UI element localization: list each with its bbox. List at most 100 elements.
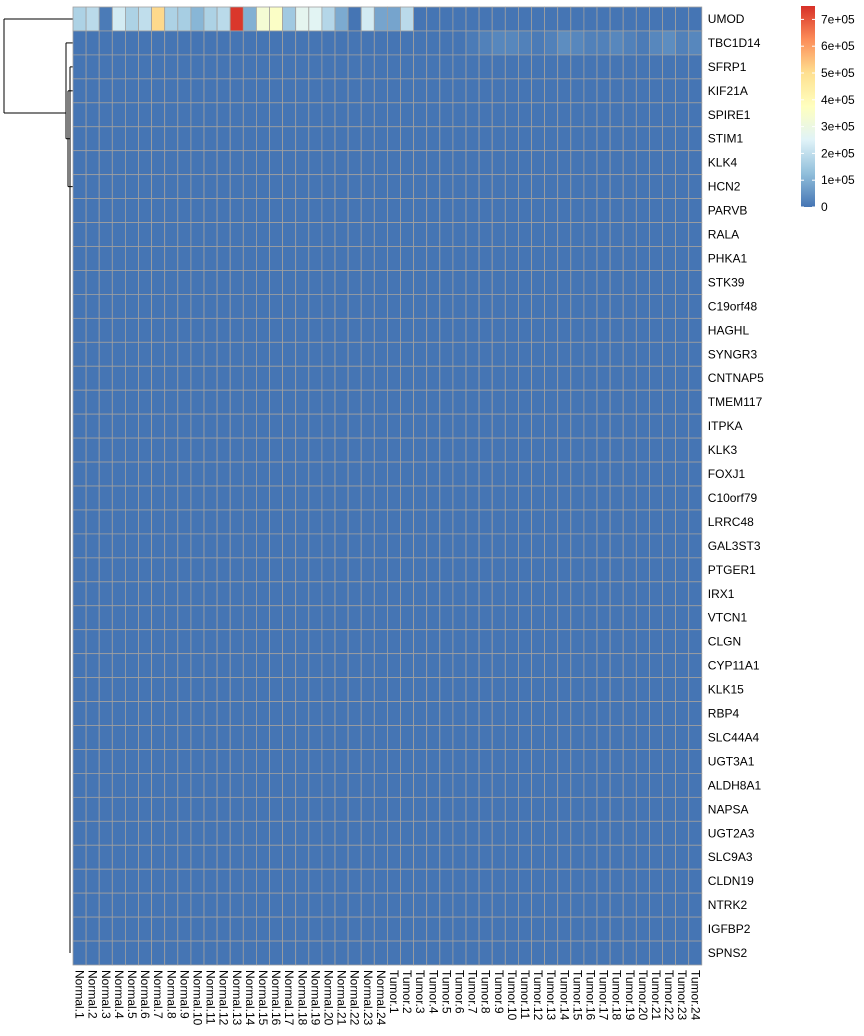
heatmap-cell-PARVB-Normal.16 xyxy=(269,198,284,223)
heatmap-cell-ALDH8A1-Normal.5 xyxy=(125,773,139,798)
heatmap-cell-SPIRE1-Tumor.23 xyxy=(675,102,690,128)
heatmap-cell-HCN2-Normal.12 xyxy=(216,174,231,199)
heatmap-cell-SYNGR3-Normal.2 xyxy=(85,341,100,367)
heatmap-cell-UMOD-Tumor.9 xyxy=(491,6,506,32)
column-label-Tumor.6: Tumor.6 xyxy=(452,970,466,1014)
heatmap-cell-SYNGR3-Normal.13 xyxy=(229,341,244,367)
row-label-PTGER1: PTGER1 xyxy=(708,563,756,577)
heatmap-cell-HCN2-Tumor.14 xyxy=(557,174,572,199)
heatmap-cell-GAL3ST3-Normal.17 xyxy=(282,533,297,559)
heatmap-cell-STK39-Normal.1 xyxy=(72,270,87,295)
heatmap-cell-IRX1-Tumor.17 xyxy=(596,581,611,607)
heatmap-cell-C10orf79-Tumor.11 xyxy=(518,485,532,511)
heatmap-cell-STIM1-Normal.9 xyxy=(177,126,192,152)
heatmap-cell-C19orf48-Tumor.1 xyxy=(386,293,401,319)
heatmap-cell-SPIRE1-Normal.24 xyxy=(373,102,388,128)
heatmap-cell-SYNGR3-Tumor.17 xyxy=(596,341,611,367)
heatmap-cell-LRRC48-Normal.2 xyxy=(85,509,100,535)
heatmap-cell-LRRC48-Normal.18 xyxy=(295,509,310,535)
heatmap-cell-UGT3A1-Tumor.2 xyxy=(400,749,415,774)
heatmap-cell-SFRP1-Normal.6 xyxy=(138,54,153,80)
heatmap-cell-ITPKA-Normal.9 xyxy=(177,413,192,439)
heatmap-cell-STIM1-Normal.7 xyxy=(151,126,166,152)
heatmap-cell-GAL3ST3-Normal.15 xyxy=(255,533,270,559)
column-label-Normal.10: Normal.10 xyxy=(190,970,204,1026)
heatmap-cell-SLC9A3-Normal.1 xyxy=(72,844,87,870)
heatmap-cell-UGT2A3-Normal.11 xyxy=(203,820,218,846)
heatmap-cell-CNTNAP5-Tumor.10 xyxy=(504,365,519,391)
heatmap-cell-ITPKA-Tumor.24 xyxy=(688,413,703,439)
heatmap-cell-IGFBP2-Tumor.4 xyxy=(426,916,441,942)
heatmap-cell-TMEM117-Normal.20 xyxy=(321,389,336,415)
heatmap-cell-SYNGR3-Tumor.2 xyxy=(400,341,415,367)
heatmap-cell-SLC9A3-Normal.24 xyxy=(373,844,388,870)
heatmap-cell-PTGER1-Tumor.9 xyxy=(491,557,506,583)
heatmap-cell-IRX1-Normal.3 xyxy=(98,581,113,607)
heatmap-cell-UGT3A1-Tumor.10 xyxy=(504,749,519,774)
heatmap-cell-C10orf79-Tumor.15 xyxy=(570,485,585,511)
heatmap-cell-KLK3-Tumor.3 xyxy=(413,437,428,463)
heatmap-cell-SYNGR3-Normal.14 xyxy=(242,341,257,367)
heatmap-cell-KIF21A-Tumor.14 xyxy=(557,78,572,104)
heatmap-cell-CLDN19-Tumor.17 xyxy=(596,868,611,894)
heatmap-cell-UGT2A3-Tumor.5 xyxy=(439,820,454,846)
heatmap-cell-SFRP1-Tumor.2 xyxy=(400,54,415,80)
heatmap-cell-FOXJ1-Normal.10 xyxy=(190,461,205,487)
heatmap-cell-TMEM117-Tumor.5 xyxy=(439,389,454,415)
heatmap-cell-SLC9A3-Tumor.12 xyxy=(531,844,546,870)
heatmap-cell-KLK3-Normal.18 xyxy=(295,437,310,463)
heatmap-cell-RBP4-Tumor.17 xyxy=(596,701,611,726)
heatmap-cell-LRRC48-Tumor.4 xyxy=(426,509,441,535)
heatmap-cell-STK39-Normal.21 xyxy=(334,270,349,295)
heatmap-cell-C19orf48-Normal.8 xyxy=(164,293,179,319)
heatmap-cell-FOXJ1-Tumor.9 xyxy=(491,461,506,487)
heatmap-cell-VTCN1-Tumor.2 xyxy=(400,605,415,631)
column-label-Tumor.4: Tumor.4 xyxy=(426,970,440,1014)
heatmap-cell-KLK4-Normal.15 xyxy=(255,150,270,176)
heatmap-cell-IGFBP2-Tumor.15 xyxy=(570,916,585,942)
heatmap-cell-C10orf79-Normal.23 xyxy=(360,485,375,511)
heatmap-cell-SPNS2-Tumor.10 xyxy=(504,940,519,966)
heatmap-cell-VTCN1-Normal.13 xyxy=(229,605,244,631)
heatmap-cell-STK39-Normal.20 xyxy=(321,270,336,295)
heatmap-cell-UMOD-Tumor.23 xyxy=(675,6,690,32)
heatmap-cell-SFRP1-Normal.5 xyxy=(125,54,139,80)
heatmap-cell-KLK3-Tumor.23 xyxy=(675,437,690,463)
heatmap-cell-ALDH8A1-Tumor.8 xyxy=(478,773,493,798)
heatmap-cell-IRX1-Normal.19 xyxy=(308,581,323,607)
heatmap-cell-CLDN19-Tumor.12 xyxy=(531,868,546,894)
heatmap-cell-TBC1D14-Tumor.11 xyxy=(518,30,532,56)
heatmap-cell-RBP4-Tumor.22 xyxy=(662,701,677,726)
heatmap-cell-HAGHL-Normal.11 xyxy=(203,317,218,343)
heatmap-cell-C19orf48-Tumor.19 xyxy=(622,293,637,319)
heatmap-cell-TBC1D14-Tumor.17 xyxy=(596,30,611,56)
row-label-UGT2A3: UGT2A3 xyxy=(708,826,755,840)
heatmap-cell-KLK15-Normal.1 xyxy=(72,677,87,702)
heatmap-cell-SLC9A3-Normal.11 xyxy=(203,844,218,870)
heatmap-cell-TMEM117-Tumor.8 xyxy=(478,389,493,415)
heatmap-cell-KLK3-Tumor.12 xyxy=(531,437,546,463)
heatmap-cell-ITPKA-Tumor.12 xyxy=(531,413,546,439)
heatmap-cell-PTGER1-Normal.14 xyxy=(242,557,257,583)
heatmap-cell-SYNGR3-Tumor.11 xyxy=(518,341,532,367)
heatmap-cell-SPNS2-Normal.23 xyxy=(360,940,375,966)
heatmap-cell-SPIRE1-Normal.9 xyxy=(177,102,192,128)
heatmap-cell-HCN2-Tumor.19 xyxy=(622,174,637,199)
heatmap-cell-VTCN1-Normal.1 xyxy=(72,605,87,631)
heatmap-cell-NTRK2-Normal.7 xyxy=(151,892,166,918)
heatmap-cell-C10orf79-Normal.21 xyxy=(334,485,349,511)
heatmap-cell-C19orf48-Tumor.4 xyxy=(426,293,441,319)
heatmap-cell-CNTNAP5-Tumor.12 xyxy=(531,365,546,391)
heatmap-cell-SLC9A3-Tumor.22 xyxy=(662,844,677,870)
heatmap-cell-KLK4-Normal.7 xyxy=(151,150,166,176)
heatmap-cell-PARVB-Tumor.14 xyxy=(557,198,572,223)
heatmap-cell-CYP11A1-Tumor.8 xyxy=(478,653,493,679)
heatmap-cell-STK39-Normal.17 xyxy=(282,270,297,295)
heatmap-cell-STK39-Tumor.23 xyxy=(675,270,690,295)
heatmap-cell-SLC44A4-Tumor.7 xyxy=(465,725,480,750)
heatmap-cell-TBC1D14-Tumor.13 xyxy=(544,30,559,56)
heatmap-cell-CYP11A1-Normal.13 xyxy=(229,653,244,679)
heatmap-cell-LRRC48-Normal.13 xyxy=(229,509,244,535)
heatmap-cell-HAGHL-Tumor.8 xyxy=(478,317,493,343)
heatmap-cell-UGT2A3-Normal.5 xyxy=(125,820,139,846)
